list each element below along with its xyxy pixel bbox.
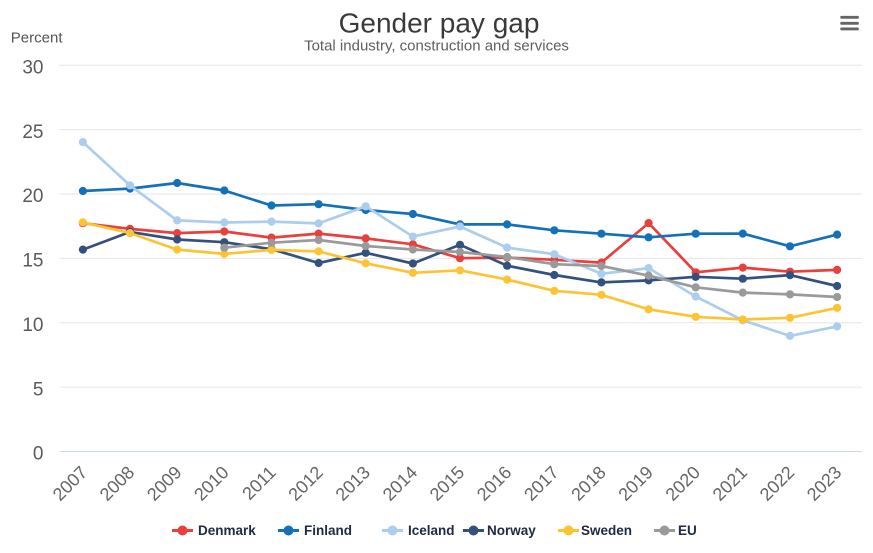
svg-text:5: 5 xyxy=(33,379,44,400)
svg-text:Norway: Norway xyxy=(487,523,536,538)
svg-text:Iceland: Iceland xyxy=(408,523,455,538)
svg-text:Total industry, construction a: Total industry, construction and service… xyxy=(304,37,569,54)
svg-text:25: 25 xyxy=(22,122,43,143)
svg-text:EU: EU xyxy=(678,523,697,538)
svg-text:20: 20 xyxy=(22,186,43,207)
svg-text:0: 0 xyxy=(33,444,44,465)
svg-text:Gender pay gap: Gender pay gap xyxy=(339,8,540,39)
svg-text:15: 15 xyxy=(22,251,43,272)
svg-text:10: 10 xyxy=(22,315,43,336)
svg-text:30: 30 xyxy=(22,57,43,78)
svg-text:Denmark: Denmark xyxy=(198,523,256,538)
svg-text:Finland: Finland xyxy=(304,523,352,538)
svg-text:Sweden: Sweden xyxy=(581,523,632,538)
svg-text:Percent: Percent xyxy=(11,30,64,47)
